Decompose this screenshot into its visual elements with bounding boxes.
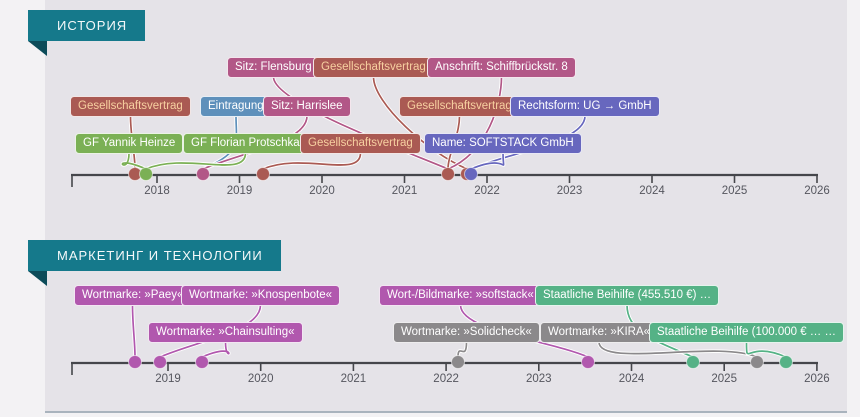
year-label: 2022 <box>433 373 459 385</box>
event-label[interactable]: Wortmarke: »KIRA« <box>540 322 659 343</box>
connector-line <box>457 341 468 358</box>
event-label[interactable]: Rechtsform: UG → GmbH <box>510 96 660 117</box>
event-label[interactable]: Gesellschaftsvertrag <box>313 57 434 78</box>
timeline-dot[interactable] <box>464 167 478 181</box>
timeline-dot[interactable] <box>153 355 167 369</box>
connector-line <box>598 341 758 358</box>
event-label[interactable]: Staatliche Beihilfe (455.510 €) … <box>535 285 720 306</box>
year-label: 2020 <box>247 373 274 385</box>
event-label[interactable]: Sitz: Flensburg <box>227 57 320 78</box>
connector-line <box>745 341 787 358</box>
event-label[interactable]: Wortmarke: »Paey« <box>74 285 192 306</box>
year-label: 2021 <box>340 373 367 385</box>
year-label: 2025 <box>711 373 737 385</box>
event-label[interactable]: GF Yannik Heinze <box>75 133 184 154</box>
year-label: 2022 <box>474 185 500 197</box>
timeline-dot[interactable] <box>441 167 455 181</box>
timeline-dot[interactable] <box>581 355 595 369</box>
connector-line <box>145 152 247 170</box>
timeline-dot[interactable] <box>128 355 142 369</box>
connector-line <box>470 152 505 170</box>
timeline-dot[interactable] <box>195 355 209 369</box>
section-banner-history: ИСТОРИЯ <box>28 10 146 41</box>
connector-line <box>447 76 503 170</box>
year-label: 2019 <box>155 373 181 385</box>
event-label[interactable]: Wortmarke: »Solidcheck« <box>393 322 540 343</box>
event-label[interactable]: Eintragung <box>200 96 272 117</box>
connector-line <box>121 152 147 170</box>
event-label[interactable]: Wort-/Bildmarke: »softstack« <box>379 285 542 306</box>
event-label[interactable]: Wortmarke: »Chainsulting« <box>148 322 303 343</box>
year-label: 2023 <box>526 373 552 385</box>
timeline-dot[interactable] <box>779 355 793 369</box>
event-label[interactable]: Wortmarke: »Knospenbote« <box>181 285 340 306</box>
timeline-dot[interactable] <box>750 355 764 369</box>
connector-line <box>262 152 362 170</box>
timeline-dot[interactable] <box>196 167 210 181</box>
connector-line <box>131 304 136 358</box>
event-label[interactable]: Anschrift: Schiffbrückstr. 8 <box>427 57 576 78</box>
timeline-dot[interactable] <box>139 167 153 181</box>
connector-line <box>201 341 230 358</box>
bottom-divider <box>45 411 847 413</box>
section-banner-marketing: МАРКЕТИНГ И ТЕХНОЛОГИИ <box>28 240 281 271</box>
event-label[interactable]: Gesellschaftsvertrag <box>399 96 520 117</box>
connector-line <box>272 76 449 170</box>
timeline-dot[interactable] <box>256 167 270 181</box>
year-label: 2024 <box>618 373 645 385</box>
year-label: 2026 <box>804 373 830 385</box>
year-label: 2025 <box>721 185 748 197</box>
year-label: 2020 <box>309 185 335 197</box>
connector-line <box>372 76 468 170</box>
event-label[interactable]: Sitz: Harrislee <box>263 96 351 117</box>
year-label: 2018 <box>144 185 170 197</box>
event-label[interactable]: Name: SOFTSTACK GmbH <box>424 133 582 154</box>
event-label[interactable]: GF Florian Protschka <box>183 133 308 154</box>
event-label[interactable]: Staatliche Beihilfe (100.000 € … … <box>649 322 844 343</box>
year-label: 2021 <box>391 185 418 197</box>
event-label[interactable]: Gesellschaftsvertrag <box>300 133 421 154</box>
year-label: 2019 <box>226 185 253 197</box>
timeline-dot[interactable] <box>686 355 700 369</box>
year-label: 2024 <box>639 185 665 197</box>
year-label: 2026 <box>804 185 830 197</box>
year-label: 2023 <box>556 185 583 197</box>
event-label[interactable]: Gesellschaftsvertrag <box>70 96 191 117</box>
timeline-dot[interactable] <box>451 355 465 369</box>
